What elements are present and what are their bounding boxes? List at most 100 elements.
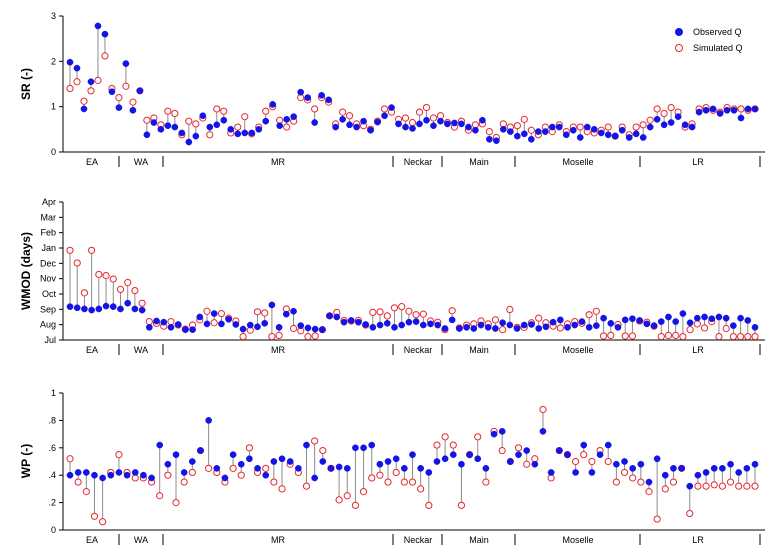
- observed-point: [129, 106, 137, 114]
- observed-point: [101, 30, 109, 38]
- observed-point: [507, 128, 514, 135]
- simulated-point: [167, 318, 175, 326]
- y-tick-label: 2: [51, 56, 56, 66]
- observed-point: [94, 22, 102, 30]
- simulated-point: [718, 482, 726, 490]
- observed-point: [124, 299, 132, 307]
- observed-point: [311, 119, 318, 126]
- simulated-point: [700, 324, 709, 332]
- observed-point: [590, 125, 598, 133]
- observed-point: [333, 313, 341, 321]
- observed-point: [564, 451, 571, 458]
- observed-point: [326, 312, 333, 320]
- y-tick-label: Nov: [40, 274, 57, 284]
- simulated-point: [88, 246, 96, 254]
- region-label: Moselle: [562, 535, 593, 545]
- legend-simulated-marker: [675, 44, 683, 52]
- simulated-point: [694, 482, 702, 490]
- y-tick-label: Feb: [40, 228, 56, 238]
- observed-point: [482, 465, 490, 472]
- observed-point: [569, 126, 577, 134]
- observed-point: [472, 126, 479, 134]
- simulated-point: [539, 405, 547, 414]
- observed-point: [427, 320, 434, 328]
- simulated-point: [384, 478, 392, 486]
- observed-point: [423, 116, 430, 124]
- observed-point: [722, 314, 730, 322]
- observed-point: [164, 460, 172, 468]
- simulated-point: [66, 455, 74, 463]
- observed-point: [679, 310, 687, 317]
- legend-observed-label: Observed Q: [693, 27, 742, 37]
- observed-point: [751, 105, 759, 113]
- simulated-point: [95, 270, 103, 279]
- y-axis-title: WMOD (days): [19, 232, 33, 310]
- observed-point: [346, 121, 353, 129]
- simulated-point: [74, 478, 82, 486]
- observed-point: [374, 118, 381, 126]
- simulated-point: [203, 307, 211, 315]
- observed-point: [588, 469, 596, 476]
- observed-point: [241, 129, 249, 137]
- simulated-point: [283, 123, 291, 131]
- simulated-point: [206, 131, 214, 139]
- simulated-point: [425, 501, 433, 509]
- simulated-point: [571, 457, 580, 466]
- observed-point: [441, 455, 449, 463]
- observed-point: [701, 313, 708, 321]
- simulated-point: [429, 114, 438, 122]
- observed-point: [708, 315, 716, 323]
- observed-point: [174, 321, 182, 328]
- observed-point: [189, 326, 196, 333]
- region-label: WA: [134, 535, 148, 545]
- simulated-point: [213, 105, 221, 113]
- simulated-point: [604, 457, 612, 466]
- observed-point: [486, 135, 493, 143]
- observed-point: [751, 324, 759, 331]
- observed-point: [66, 471, 74, 479]
- observed-point: [444, 120, 451, 128]
- observed-point: [479, 116, 486, 124]
- y-tick-label: 1: [51, 102, 56, 112]
- legend-observed-marker: [675, 28, 683, 36]
- observed-point: [262, 117, 270, 125]
- observed-point: [506, 321, 514, 329]
- observed-point: [600, 314, 607, 322]
- simulated-point: [383, 312, 391, 320]
- observed-point: [434, 321, 442, 329]
- observed-point: [702, 106, 710, 114]
- simulated-point: [245, 444, 254, 452]
- simulated-point: [657, 332, 665, 341]
- simulated-point: [392, 468, 400, 477]
- observed-point: [188, 458, 196, 465]
- observed-point: [715, 313, 723, 321]
- simulated-point: [592, 307, 600, 315]
- simulated-point: [376, 471, 384, 479]
- observed-point: [311, 474, 318, 482]
- observed-point: [376, 321, 384, 329]
- observed-point: [492, 325, 499, 332]
- simulated-point: [164, 107, 172, 115]
- observed-point: [604, 131, 612, 139]
- simulated-point: [289, 324, 298, 333]
- observed-point: [294, 465, 302, 472]
- panel-3: 0 .2 .4 .6 .8 1 WP (-) EA WA MR Neckar Main Moselle L…: [19, 388, 765, 545]
- simulated-point: [607, 331, 615, 339]
- observed-point: [278, 455, 286, 463]
- simulated-point: [672, 331, 680, 339]
- observed-point: [206, 123, 214, 131]
- observed-point: [131, 469, 139, 476]
- simulated-point: [653, 515, 661, 523]
- observed-point: [178, 129, 186, 137]
- simulated-point: [632, 123, 640, 131]
- observed-point: [710, 465, 718, 472]
- simulated-point: [138, 299, 146, 307]
- observed-point: [269, 101, 277, 108]
- observed-point: [405, 318, 413, 326]
- observed-point: [391, 324, 398, 331]
- observed-point: [73, 304, 81, 312]
- observed-point: [400, 465, 408, 472]
- observed-point: [419, 321, 427, 329]
- observed-point: [555, 447, 563, 454]
- simulated-point: [702, 482, 710, 490]
